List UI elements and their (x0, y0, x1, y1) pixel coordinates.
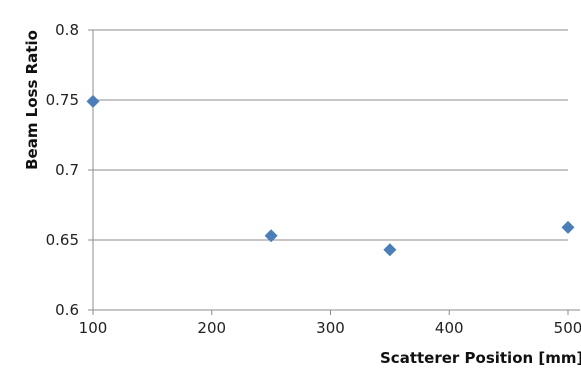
x-tick-labels: 100 200 300 400 500 (79, 310, 581, 337)
x-tick-label: 200 (197, 319, 226, 337)
y-tick-labels: 0.6 0.65 0.7 0.75 0.8 (46, 21, 79, 319)
data-point (264, 229, 278, 243)
y-tick-label: 0.7 (55, 161, 79, 179)
x-tick-label: 100 (79, 319, 108, 337)
data-point (86, 94, 100, 108)
data-point (561, 220, 575, 234)
x-tick-label: 500 (554, 319, 581, 337)
x-axis-title: Scatterer Position [mm] (380, 349, 581, 367)
y-axis-title: Beam Loss Ratio (23, 30, 41, 170)
axes (92, 30, 580, 311)
y-tick-label: 0.75 (46, 91, 79, 109)
y-tick-label: 0.65 (46, 231, 79, 249)
grid-lines (88, 29, 568, 311)
y-tick-label: 0.6 (55, 301, 79, 319)
y-tick-label: 0.8 (55, 21, 79, 39)
data-points (86, 94, 575, 257)
x-tick-label: 400 (435, 319, 464, 337)
x-tick-label: 300 (316, 319, 345, 337)
data-point (383, 243, 397, 257)
